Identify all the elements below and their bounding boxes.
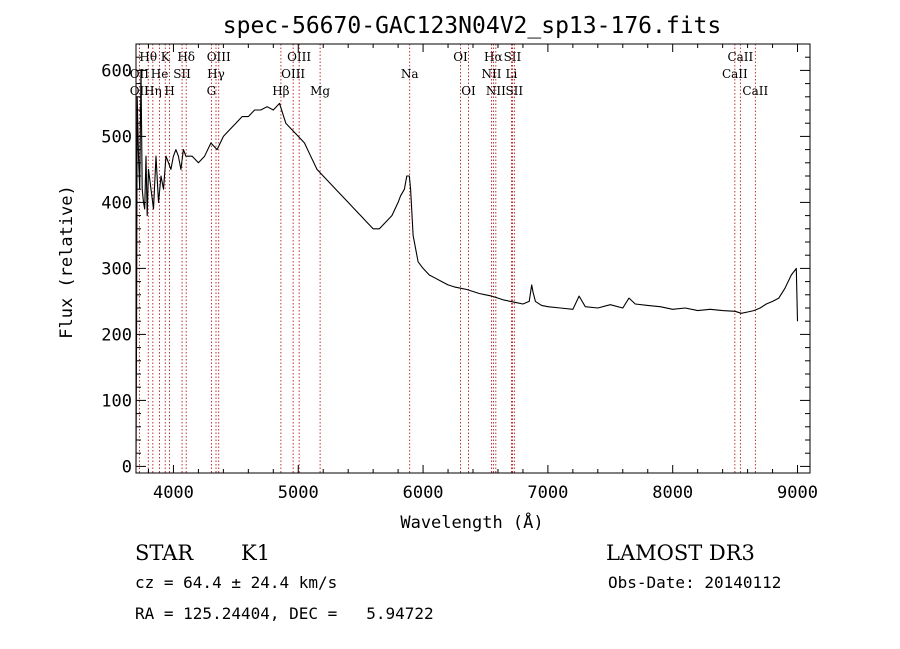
coordinates-text: RA = 125.24404, DEC = 5.94722 (135, 604, 434, 623)
y-tick-label-0: 0 (122, 457, 132, 477)
line-label-18: OI (461, 84, 476, 98)
line-label-23: NII (486, 84, 506, 98)
line-label-3: Hη (144, 84, 162, 98)
y-tick-label-600: 600 (101, 61, 132, 81)
line-label-7: SII (173, 67, 191, 81)
line-label-25: CaII (727, 50, 753, 64)
axes: 4000 5000 6000 7000 8000 9000 0 100 200 300 400 500… (101, 44, 818, 503)
x-tick-label-4000: 4000 (153, 483, 194, 503)
line-label-13: OIII (287, 50, 311, 64)
line-label-27: CaII (742, 84, 768, 98)
line-label-24: SII (505, 84, 523, 98)
line-label-20: SII (504, 50, 522, 64)
line-label-26: CaII (722, 67, 748, 81)
object-subclass: K1 (241, 541, 270, 565)
line-label-11: G (207, 84, 217, 98)
y-tick-label-300: 300 (101, 259, 132, 279)
line-label-22: Li (506, 67, 518, 81)
y-tick-label-100: 100 (101, 391, 132, 411)
y-tick-label-500: 500 (101, 127, 132, 147)
line-label-14: OIII (281, 67, 305, 81)
y-axis-label: Flux (relative) (57, 185, 77, 339)
survey-name: LAMOST DR3 (606, 541, 755, 565)
line-label-8: Hδ (177, 50, 195, 64)
x-tick-label-6000: 6000 (403, 483, 444, 503)
series-line-flux (135, 69, 799, 467)
redshift-text: cz = 64.4 ± 24.4 km/s (135, 573, 337, 592)
line-label-2: OII (130, 84, 150, 98)
obs-date-text: Obs-Date: 20140112 (608, 573, 781, 592)
line-label-4: He (151, 67, 169, 81)
line-label-6: H (164, 84, 174, 98)
line-label-0: Hθ (139, 50, 157, 64)
line-label-16: Na (401, 67, 419, 81)
line-label-15: Mg (310, 84, 330, 98)
chart-title: spec-56670-GAC123N04V2_sp13-176.fits (223, 13, 722, 39)
x-tick-label-5000: 5000 (278, 483, 319, 503)
line-label-17: OI (453, 50, 468, 64)
line-label-1: OII (130, 67, 150, 81)
line-label-19: Hα (484, 50, 503, 64)
object-class: STAR (135, 541, 194, 565)
spectrum-series (135, 69, 799, 467)
y-tick-label-400: 400 (101, 193, 132, 213)
line-label-21: NII (481, 67, 501, 81)
x-axis-label: Wavelength (Å) (400, 511, 543, 533)
line-label-5: K (161, 50, 171, 64)
line-label-12: Hβ (272, 84, 289, 98)
x-tick-label-9000: 9000 (777, 483, 818, 503)
line-label-10: Hγ (207, 67, 225, 81)
x-tick-label-8000: 8000 (652, 483, 693, 503)
line-label-9: OIII (207, 50, 231, 64)
y-tick-label-200: 200 (101, 325, 132, 345)
x-tick-label-7000: 7000 (527, 483, 568, 503)
